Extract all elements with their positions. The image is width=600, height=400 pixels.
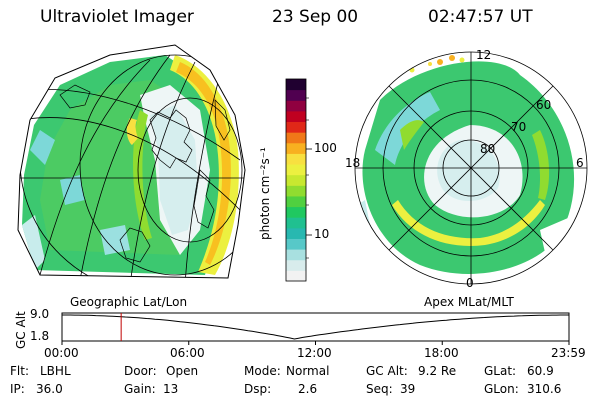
status-door-value: Open: [166, 364, 199, 378]
colorbar-label: photon cm⁻²s⁻¹: [258, 147, 272, 240]
colorbar-band: [286, 217, 306, 229]
geographic-map: [17, 44, 246, 279]
status-mode-key: Mode:: [244, 364, 281, 378]
status-glat-key: GLat:: [484, 364, 517, 378]
status-mode-value: Normal: [286, 364, 330, 378]
status-ip-value: 36.0: [36, 382, 63, 396]
colorbar-band: [286, 174, 306, 186]
colorbar-band: [286, 110, 306, 123]
status-seq-key: Seq:: [366, 382, 393, 396]
colorbar-band: [286, 153, 306, 165]
colorbar-band: [286, 270, 306, 282]
timeline-xtick-0600: 06:00: [170, 346, 205, 360]
status-gain-value: 13: [163, 382, 179, 396]
colorbar-band: [286, 132, 306, 144]
status-ip-key: IP:: [10, 382, 25, 396]
status-seq-value: 39: [400, 382, 416, 396]
status-glon-value: 310.6: [527, 382, 562, 396]
timeline-xtick-1800: 18:00: [424, 346, 459, 360]
colorbar-band: [286, 259, 306, 271]
colorbar-band: [286, 238, 306, 250]
colorbar-tick-10: 10: [314, 227, 330, 241]
colorbar-band: [286, 142, 306, 154]
colorbar-band: [286, 185, 306, 197]
apex-caption: Apex MLat/MLT: [424, 295, 514, 309]
colorbar-band: [286, 89, 306, 101]
colorbar-band: [286, 249, 306, 261]
mlt-label-6: 6: [576, 156, 584, 170]
image-time: 02:47:57 UT: [428, 7, 533, 27]
intensity-colorbar: [285, 78, 312, 282]
colorbar-band: [286, 79, 306, 91]
colorbar-band: [286, 206, 306, 218]
polar-map: [354, 51, 588, 285]
mlt-label-12: 12: [476, 48, 492, 62]
colorbar-band: [286, 121, 306, 133]
mlt-label-18: 18: [345, 156, 361, 170]
timeline-xtick-2359: 23:59: [551, 346, 586, 360]
status-gcalt-value: 9.2 Re: [418, 364, 457, 378]
timeline-axis-title: GC Alt: [14, 311, 28, 349]
colorbar-band: [286, 195, 306, 208]
timeline-xtick-1200: 12:00: [297, 346, 332, 360]
status-glat-value: 60.9: [527, 364, 554, 378]
mlt-label-0: 0: [466, 276, 474, 290]
status-gain-key: Gain:: [124, 382, 156, 396]
status-glon-key: GLon:: [484, 382, 519, 396]
geographic-caption: Geographic Lat/Lon: [70, 295, 188, 309]
timeline-ytick-bottom: 1.8: [30, 329, 50, 343]
instrument-title: Ultraviolet Imager: [40, 7, 194, 27]
status-flt-key: Flt:: [10, 364, 29, 378]
colorbar-band: [286, 100, 306, 112]
timeline-ytick-top: 9.0: [30, 307, 50, 321]
colorbar-band: [286, 227, 306, 239]
status-flt-value: LBHL: [40, 364, 71, 378]
status-gcalt-key: GC Alt:: [366, 364, 408, 378]
image-date: 23 Sep 00: [272, 7, 359, 27]
status-door-key: Door:: [124, 364, 157, 378]
status-dsp-key: Dsp:: [244, 382, 272, 396]
colorbar-band: [286, 164, 306, 176]
colorbar-tick-100: 100: [314, 141, 337, 155]
mlat-label-80: 80: [480, 142, 496, 156]
status-dsp-value: 2.6: [298, 382, 318, 396]
mlat-label-60: 60: [536, 98, 552, 112]
orbit-timeline: [61, 312, 570, 345]
mlat-label-70: 70: [511, 120, 527, 134]
timeline-xtick-0000: 00:00: [44, 346, 79, 360]
